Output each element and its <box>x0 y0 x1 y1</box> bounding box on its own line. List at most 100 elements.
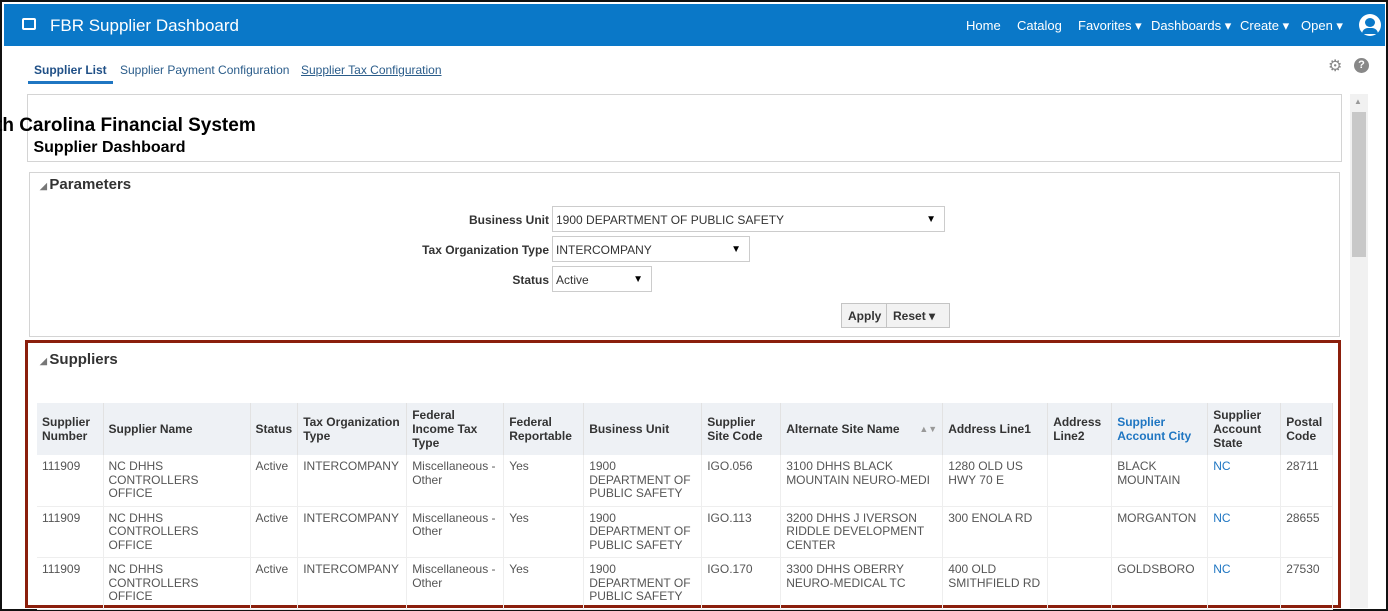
tax-org-type-select[interactable]: INTERCOMPANY ▼ <box>552 236 750 262</box>
table-cell: INTERCOMPANY <box>297 455 408 507</box>
dashboard-icon <box>22 18 36 30</box>
table-cell: 27530 <box>1280 557 1334 610</box>
suppliers-table: Supplier Number Supplier Name Status Tax Or… <box>37 403 1334 610</box>
column-header[interactable]: Supplier Account State <box>1207 403 1282 455</box>
scrollbar-thumb[interactable] <box>1352 112 1366 257</box>
column-header[interactable]: Business Unit <box>583 403 703 455</box>
table-cell: Miscellaneous - Other <box>406 506 505 558</box>
table-row: 111909 NC DHHS CONTROLLERS OFFICE Active IN… <box>37 557 1334 610</box>
app-header: FBR Supplier Dashboard Home Catalog Favo… <box>4 4 1385 46</box>
nav-dashboards[interactable]: Dashboards ▾ <box>1151 18 1232 33</box>
table-row: 111909 NC DHHS CONTROLLERS OFFICE Active IN… <box>37 455 1334 507</box>
parameters-heading[interactable]: ◢ Parameters <box>40 176 132 193</box>
column-header[interactable]: Supplier Name <box>103 403 251 455</box>
column-header-label: Alternate Site Name <box>786 422 900 436</box>
table-cell: INTERCOMPANY <box>297 506 408 558</box>
nav-home[interactable]: Home <box>966 18 1001 33</box>
table-cell <box>1047 455 1113 507</box>
help-icon[interactable]: ? <box>1354 58 1369 73</box>
report-subtitle: Supplier Dashboard <box>33 139 186 156</box>
table-cell: Active <box>250 455 299 507</box>
status-label: Status <box>512 273 549 287</box>
table-cell <box>1047 506 1113 558</box>
tab-supplier-list[interactable]: Supplier List <box>34 63 107 77</box>
table-cell: IGO.056 <box>701 455 782 507</box>
table-cell: 300 ENOLA RD <box>942 506 1049 558</box>
table-cell: IGO.170 <box>701 557 782 610</box>
tax-org-type-label: Tax Organization Type <box>422 243 549 257</box>
column-header-label: Supplier Number <box>42 415 91 443</box>
table-cell: Miscellaneous - Other <box>406 455 505 507</box>
business-unit-select[interactable]: 1900 DEPARTMENT OF PUBLIC SAFETY ▼ <box>552 206 945 232</box>
table-cell: NC DHHS CONTROLLERS OFFICE <box>103 557 251 610</box>
tab-supplier-payment-configuration[interactable]: Supplier Payment Configuration <box>120 63 290 77</box>
column-header-label: Business Unit <box>589 422 670 436</box>
gear-icon[interactable]: ⚙ <box>1328 58 1343 75</box>
table-cell: 1280 OLD US HWY 70 E <box>942 455 1049 507</box>
app-title: FBR Supplier Dashboard <box>50 16 239 35</box>
business-unit-label: Business Unit <box>468 213 549 227</box>
table-cell: Yes <box>503 557 585 610</box>
reset-button[interactable]: Reset ▾ <box>886 303 950 328</box>
table-cell: 28655 <box>1280 506 1334 558</box>
column-header[interactable]: Supplier Number <box>37 403 104 455</box>
status-select[interactable]: Active ▼ <box>552 266 652 292</box>
table-cell: INTERCOMPANY <box>297 557 408 610</box>
column-header-label: Tax Organization Type <box>303 415 400 443</box>
table-cell: 400 OLD SMITHFIELD RD <box>942 557 1049 610</box>
table-cell[interactable]: NC <box>1207 455 1282 507</box>
report-title: North Carolina Financial System <box>0 115 256 136</box>
table-cell: 1900 DEPARTMENT OF PUBLIC SAFETY <box>583 455 703 507</box>
column-header-label: Federal Reportable <box>509 415 572 443</box>
tab-supplier-tax-configuration[interactable]: Supplier Tax Configuration <box>301 63 442 77</box>
column-header[interactable]: Federal Income Tax Type <box>406 403 505 455</box>
nav-favorites[interactable]: Favorites ▾ <box>1078 18 1142 33</box>
active-tab-indicator <box>28 81 113 84</box>
nav-open[interactable]: Open ▾ <box>1301 18 1343 33</box>
column-header-label: Supplier Name <box>108 422 193 436</box>
parameters-panel <box>29 172 1340 337</box>
table-cell: Active <box>250 557 299 610</box>
column-header-label: Supplier Account State <box>1213 408 1262 450</box>
table-cell[interactable]: NC <box>1207 506 1282 558</box>
scroll-up-icon[interactable]: ▲ <box>1354 97 1362 106</box>
column-header[interactable]: Tax Organization Type <box>297 403 408 455</box>
nav-catalog[interactable]: Catalog <box>1017 18 1062 33</box>
column-header-label: Supplier Account City <box>1117 415 1192 443</box>
table-cell: 3200 DHHS J IVERSON RIDDLE DEVELOPMENT C… <box>780 506 944 558</box>
column-header[interactable]: Status <box>250 403 299 455</box>
table-cell: Active <box>250 506 299 558</box>
column-header[interactable]: Supplier Account City <box>1111 403 1209 455</box>
table-cell: 111909 <box>37 506 104 558</box>
table-cell: GOLDSBORO <box>1111 557 1209 610</box>
column-header[interactable]: Alternate Site Name ▲▼ <box>780 403 944 455</box>
table-cell: Miscellaneous - Other <box>406 557 505 610</box>
table-cell: NC DHHS CONTROLLERS OFFICE <box>103 455 251 507</box>
report-title-panel: North Carolina Financial System Supplier… <box>0 94 1342 162</box>
column-header[interactable]: Supplier Site Code <box>701 403 782 455</box>
column-header-label: Status <box>255 422 293 436</box>
table-cell: IGO.113 <box>701 506 782 558</box>
table-cell: Yes <box>503 506 585 558</box>
table-cell: 111909 <box>37 455 104 507</box>
column-header-label: Postal Code <box>1286 415 1323 443</box>
column-header[interactable]: Postal Code <box>1280 403 1334 455</box>
table-cell: Yes <box>503 455 585 507</box>
table-row: 111909 NC DHHS CONTROLLERS OFFICE Active IN… <box>37 506 1334 558</box>
nav-create[interactable]: Create ▾ <box>1240 18 1290 33</box>
table-cell: 3300 DHHS OBERRY NEURO-MEDICAL TC <box>780 557 944 610</box>
column-header[interactable]: Federal Reportable <box>503 403 585 455</box>
apply-button[interactable]: Apply <box>841 303 889 328</box>
table-cell: 1900 DEPARTMENT OF PUBLIC SAFETY <box>583 557 703 610</box>
column-header-label: Federal Income Tax Type <box>412 408 478 450</box>
user-avatar-icon[interactable] <box>1359 14 1381 36</box>
table-cell: 111909 <box>37 557 104 610</box>
table-cell[interactable]: NC <box>1207 557 1282 610</box>
column-header-label: Supplier Site Code <box>707 415 763 443</box>
column-header[interactable]: Address Line2 <box>1047 403 1113 455</box>
column-header[interactable]: Address Line1 <box>942 403 1049 455</box>
suppliers-heading[interactable]: ◢ Suppliers <box>40 351 118 368</box>
sort-icon[interactable]: ▲▼ <box>919 424 938 434</box>
table-cell: 1900 DEPARTMENT OF PUBLIC SAFETY <box>583 506 703 558</box>
table-cell: BLACK MOUNTAIN <box>1111 455 1209 507</box>
